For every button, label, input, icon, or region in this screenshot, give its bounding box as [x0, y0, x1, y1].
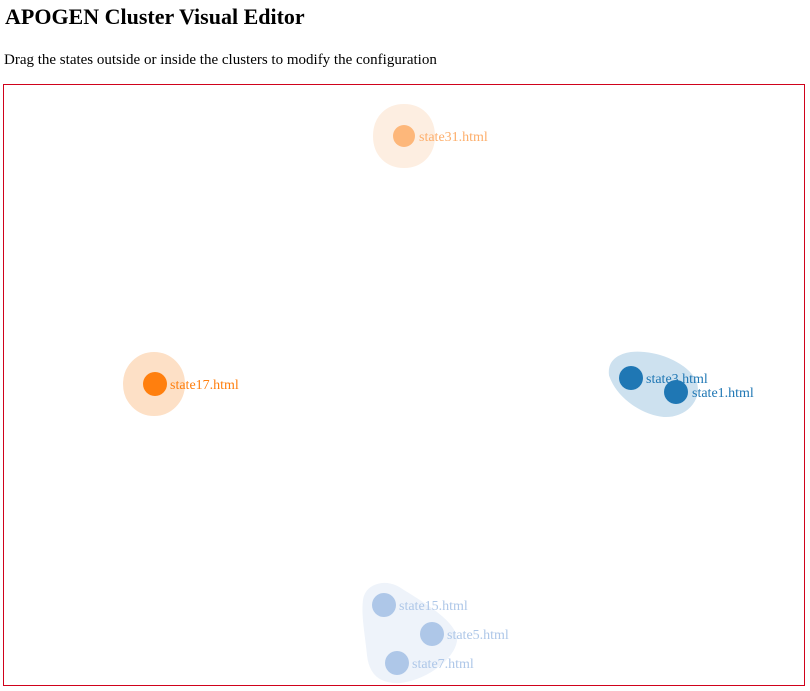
- state-dot[interactable]: [420, 622, 444, 646]
- state-label: state31.html: [419, 130, 488, 145]
- cluster-editor-canvas[interactable]: state31.html state17.html state3.html st…: [3, 84, 805, 686]
- cluster-state3-state1: state3.html state1.html: [608, 351, 754, 417]
- state-dot[interactable]: [619, 366, 643, 390]
- state-label: state3.html: [646, 372, 708, 387]
- state-node-state3[interactable]: state3.html: [619, 366, 708, 390]
- state-node-state1[interactable]: state1.html: [664, 380, 754, 404]
- cluster-state15-state5-state7: state15.html state5.html state7.html: [362, 582, 509, 684]
- state-label: state5.html: [447, 628, 509, 643]
- state-dot[interactable]: [372, 593, 396, 617]
- state-dot[interactable]: [664, 380, 688, 404]
- cluster-state17: state17.html: [123, 352, 239, 416]
- state-dot[interactable]: [385, 651, 409, 675]
- state-node-state7[interactable]: state7.html: [385, 651, 474, 675]
- state-label: state17.html: [170, 378, 239, 393]
- state-node-state17[interactable]: state17.html: [143, 372, 239, 396]
- state-dot[interactable]: [393, 125, 415, 147]
- state-label: state1.html: [692, 386, 754, 401]
- state-node-state15[interactable]: state15.html: [372, 593, 468, 617]
- state-label: state7.html: [412, 657, 474, 672]
- cluster-state31: state31.html: [373, 104, 488, 168]
- state-dot[interactable]: [143, 372, 167, 396]
- cluster-graph[interactable]: state31.html state17.html state3.html st…: [4, 85, 804, 685]
- instructions-text: Drag the states outside or inside the cl…: [4, 52, 437, 68]
- state-node-state31[interactable]: state31.html: [393, 125, 488, 147]
- state-label: state15.html: [399, 599, 468, 614]
- page-title: APOGEN Cluster Visual Editor: [5, 4, 305, 29]
- state-node-state5[interactable]: state5.html: [420, 622, 509, 646]
